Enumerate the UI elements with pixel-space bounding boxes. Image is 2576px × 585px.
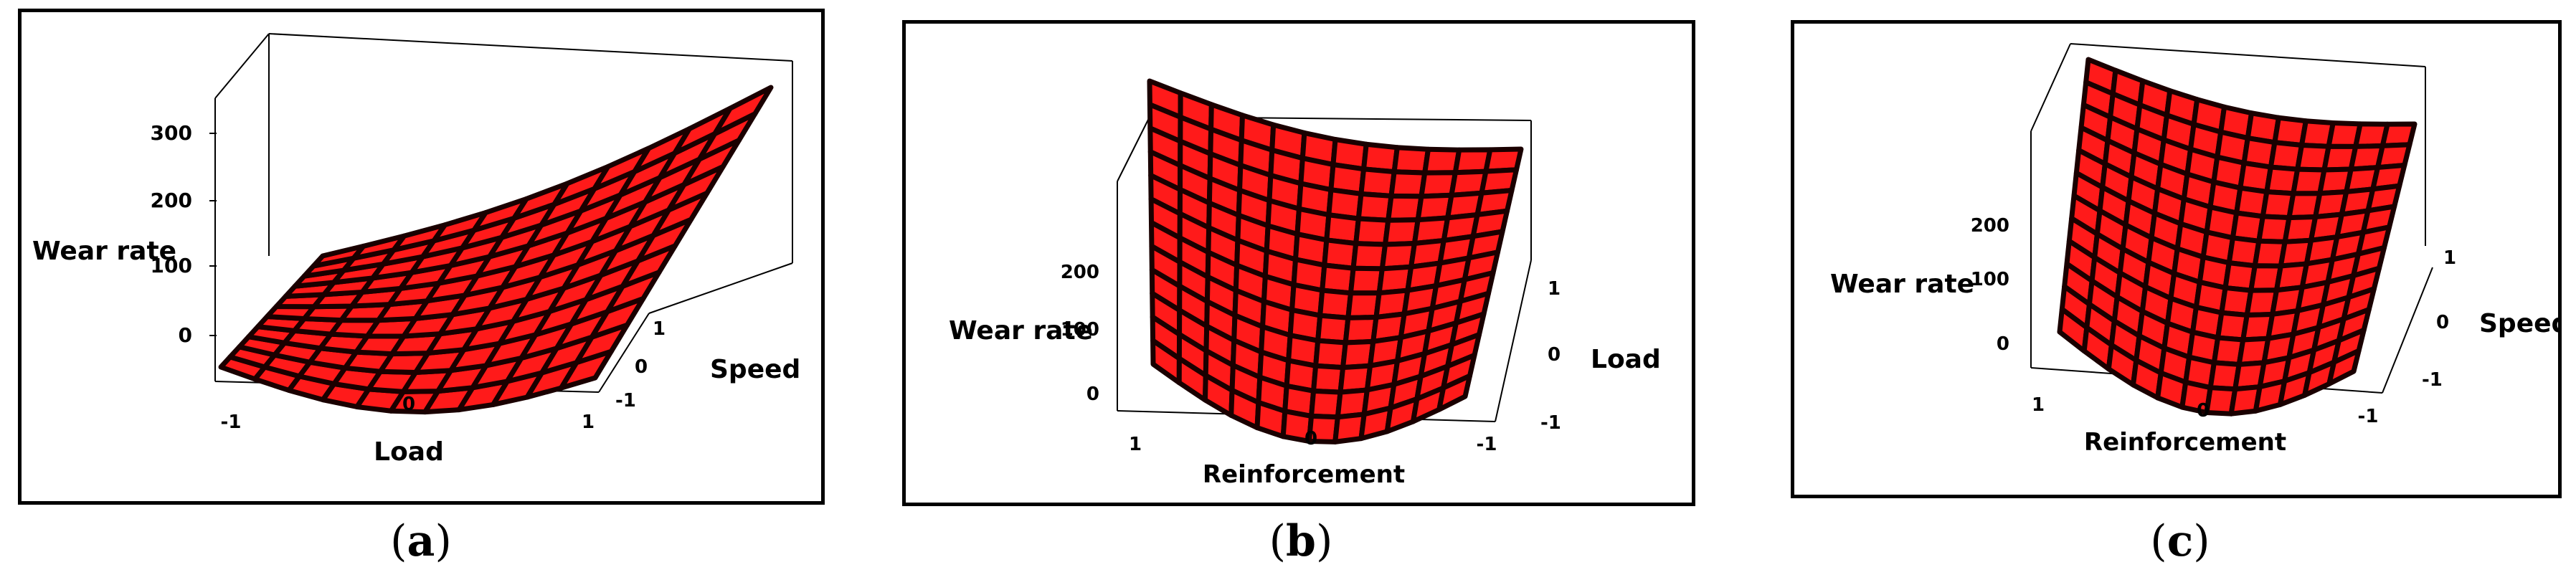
x-tick-label: -1 [2358,406,2379,427]
z-tick-label: 0 [1997,333,2009,355]
x-tick-label: 1 [582,412,595,433]
z-axis-title: Wear rate [949,316,1093,346]
caption-b: (b) [1269,516,1333,566]
surface-plot-c: 0 100 200 Wear rate 1 0 -1 Reinforcement -1 0 1 Spe… [1830,43,2558,457]
y-tick-label: 1 [653,318,666,340]
chart-panel-b: 0 100 200 Wear rate 1 0 -1 Reinforcement -1 0 1 Loa… [902,20,1695,506]
surface-cell-b [1436,373,1472,412]
surface-mesh [1147,78,1524,444]
y-tick-label: 0 [635,356,648,378]
y-tick-label: 1 [1548,278,1561,300]
axis-box-top-back [2070,43,2426,67]
x-tick-label: 0 [1304,428,1317,450]
y-tick-label: 1 [2443,247,2456,269]
z-tick-label: 100 [151,254,192,277]
axis-box-top-back [268,33,793,62]
x-axis-title: Reinforcement [2084,428,2286,457]
surface-mesh [2057,57,2418,417]
y-tick-label: 0 [1548,344,1561,366]
x-tick-label: 0 [402,394,415,415]
axis-box-top-left [214,33,270,99]
z-tick-label: 200 [151,189,192,212]
z-tick-label: 0 [1086,384,1099,405]
y-tick-label: -1 [2422,369,2443,391]
axis-y [598,313,650,393]
axis-box-top-left [1117,116,1150,182]
y-axis-title: Speed [2479,309,2558,338]
surface-cell-a [712,85,774,137]
y-tick-label: 0 [2436,312,2449,333]
z-tick-label: 200 [1061,262,1099,283]
z-axis-title: Wear rate [32,237,176,266]
y-axis-title: Load [1591,345,1661,374]
caption-a: (a) [390,516,452,566]
axis-y [1495,260,1532,422]
z-tick-label: 0 [179,323,192,347]
surface-cell-b [1254,399,1288,439]
surface-mesh [218,85,774,415]
z-tick-label: 100 [1061,319,1099,341]
axis-box-top-left [2030,43,2071,132]
chart-panel-a: 0 100 200 300 Wear rate -1 0 1 Load -1 0 1 Speed [18,9,825,505]
surface-plot-b: 0 100 200 Wear rate 1 0 -1 Reinforcement -1 0 1 Loa… [949,78,1661,489]
z-tick-label: 300 [151,121,192,145]
x-tick-label: 0 [2197,400,2210,422]
x-tick-label: -1 [221,412,242,433]
x-tick-label: 1 [1129,434,1142,455]
x-axis-title: Reinforcement [1203,460,1405,489]
y-axis-title: Speed [710,355,800,384]
x-tick-label: 1 [2032,394,2045,416]
axis-box-bottom-right [648,262,793,314]
caption-c: (c) [2150,516,2210,566]
z-axis-title: Wear rate [1830,270,1974,299]
chart-panel-c: 0 100 200 Wear rate 1 0 -1 Reinforcement -1 0 1 Spe… [1791,20,2562,498]
y-tick-label: -1 [1540,412,1561,434]
x-axis-title: Load [374,437,444,467]
x-tick-label: -1 [1477,434,1497,455]
z-tick-label: 200 [1971,215,2009,237]
y-tick-label: -1 [615,390,636,412]
z-tick-label: 100 [1971,269,2009,290]
surface-cell-c [2326,348,2362,386]
axis-y [2382,267,2433,394]
